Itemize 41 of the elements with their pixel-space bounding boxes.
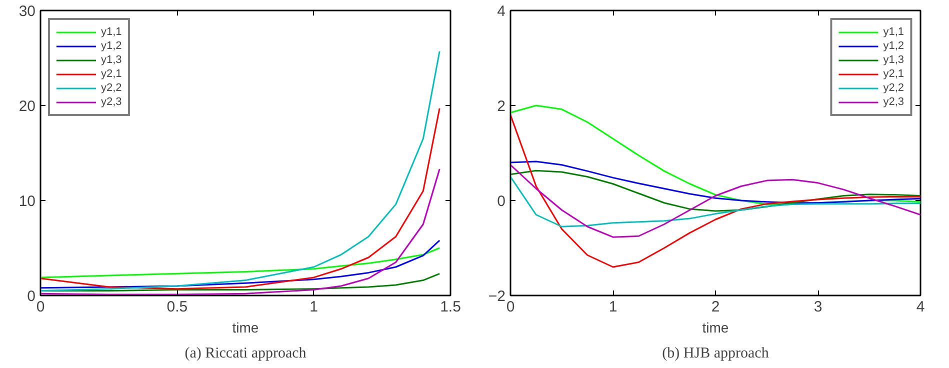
legend-label: y2,1 <box>883 68 904 80</box>
legend-label: y1,2 <box>883 40 904 52</box>
line-series <box>40 168 440 296</box>
line-series <box>510 176 920 228</box>
x-tick-label: 4 <box>916 298 925 316</box>
y-tick-label: 20 <box>18 98 36 115</box>
legend-label: y1,1 <box>101 26 122 38</box>
legend-label: y1,2 <box>101 40 122 52</box>
x-axis-title: time <box>702 320 729 336</box>
x-tick-label: 0.5 <box>166 298 188 316</box>
line-series <box>510 160 920 204</box>
y-tick-label: 2 <box>497 98 506 115</box>
y-tick-label: 4 <box>497 3 506 20</box>
line-series <box>510 170 920 212</box>
legend-label: y1,3 <box>101 54 122 66</box>
y-tick-label: 10 <box>18 193 36 210</box>
x-tick-label: 3 <box>814 298 822 316</box>
legend-label: y2,3 <box>101 96 122 108</box>
line-series <box>40 108 440 290</box>
legend-label: y1,1 <box>883 26 904 38</box>
legend-label: y2,2 <box>101 82 122 94</box>
y-tick-label: 0 <box>497 193 506 210</box>
y-tick-label: 0 <box>27 288 36 305</box>
line-series <box>40 240 440 289</box>
text: (a) Riccati approach <box>184 346 307 362</box>
x-tick-label: 2 <box>711 298 720 316</box>
y-tick-label: −2 <box>488 288 506 305</box>
line-series <box>40 50 440 292</box>
legend-label: y2,2 <box>883 82 904 94</box>
line-series <box>40 247 440 278</box>
x-tick-label: 1.5 <box>440 298 461 316</box>
x-tick-label: 1 <box>608 298 618 316</box>
text: (b) HJB approach <box>662 346 770 362</box>
legend-label: y1,3 <box>883 54 904 66</box>
line-series <box>510 114 920 268</box>
x-tick-label: 1 <box>310 298 318 316</box>
legend-label: y2,1 <box>101 68 122 80</box>
legend-label: y2,3 <box>883 96 904 108</box>
y-tick-label: 30 <box>18 3 36 20</box>
line-series <box>510 164 920 238</box>
x-axis-title: time <box>232 320 259 336</box>
